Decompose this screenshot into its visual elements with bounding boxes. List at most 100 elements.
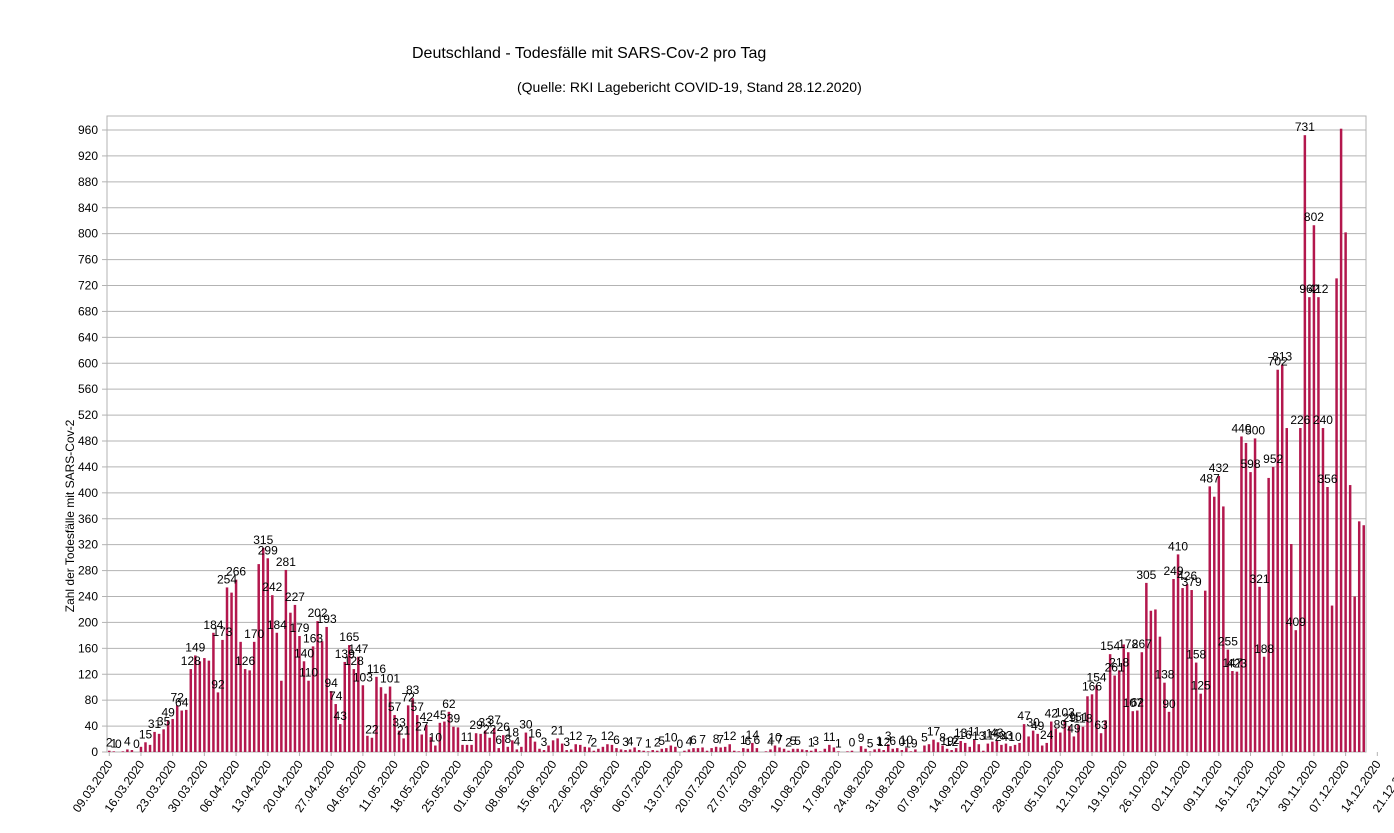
data-label: 103 (1055, 705, 1075, 719)
data-label: 2 (106, 736, 113, 750)
bar (873, 749, 876, 752)
bar (601, 746, 605, 752)
data-label: 1 (740, 733, 747, 747)
bar (338, 724, 342, 752)
bar (927, 744, 931, 752)
chart-title: Deutschland - Todesfälle mit SARS-Cov-2 … (412, 45, 767, 62)
data-label: 5 (867, 736, 874, 750)
data-label: 149 (185, 640, 205, 654)
bar (429, 737, 433, 752)
bar (311, 646, 315, 752)
data-label: 30 (519, 718, 533, 732)
data-label: 33 (478, 716, 492, 730)
data-label: 5 (921, 731, 928, 745)
data-label: 0 (898, 735, 905, 749)
bar (877, 748, 881, 752)
data-label: 281 (276, 555, 296, 569)
y-tick-label: 680 (78, 304, 98, 318)
bar (1357, 521, 1361, 752)
bar (669, 745, 673, 752)
data-label: 952 (1263, 452, 1283, 466)
bar (950, 750, 953, 752)
bar (782, 748, 786, 752)
data-label: 173 (212, 625, 232, 639)
bar (352, 669, 356, 752)
data-label: 94 (324, 676, 338, 690)
bar (547, 745, 550, 752)
data-label: 266 (226, 565, 246, 579)
bar (1267, 477, 1270, 752)
bar (683, 750, 686, 752)
bar (986, 743, 990, 752)
y-tick-label: 520 (78, 408, 98, 422)
bar (343, 661, 347, 752)
bar (1262, 656, 1266, 752)
bar (1194, 662, 1198, 752)
data-label: 6 (495, 733, 502, 747)
bar (963, 742, 967, 752)
bar (515, 749, 519, 752)
bar (153, 731, 156, 752)
bar (687, 749, 691, 752)
bar (465, 744, 469, 752)
data-label: 29 (469, 718, 483, 732)
y-tick-label: 400 (78, 486, 98, 500)
bar (520, 746, 523, 752)
bar (1154, 609, 1157, 752)
data-label: 10 (1008, 730, 1022, 744)
bar (370, 737, 374, 752)
data-label: 4 (124, 734, 131, 748)
bar (194, 655, 197, 752)
data-label: 57 (411, 700, 425, 714)
bar (1231, 671, 1234, 752)
data-label: 12 (569, 729, 583, 743)
bar (148, 744, 152, 752)
y-tick-label: 240 (78, 590, 98, 604)
bar (914, 749, 917, 752)
bar (954, 748, 958, 752)
bar (1190, 590, 1193, 752)
data-label: 1 (876, 734, 883, 748)
data-label: 5 (790, 734, 797, 748)
bar (411, 698, 414, 752)
data-label: 7 (636, 735, 643, 749)
bar (588, 747, 591, 752)
data-label: 267 (1132, 637, 1152, 651)
bar (968, 746, 971, 752)
bar (1339, 128, 1343, 752)
bar (1181, 588, 1184, 752)
data-label: 14 (746, 728, 760, 742)
bar (719, 747, 722, 752)
bar (284, 569, 288, 752)
bar (1280, 364, 1284, 752)
bar (624, 750, 627, 752)
data-label: 410 (1168, 539, 1188, 553)
bar (1104, 720, 1107, 752)
data-label: 7 (717, 732, 724, 746)
data-label: 487 (1200, 471, 1220, 485)
bar (261, 547, 265, 752)
y-tick-label: 800 (78, 227, 98, 241)
bar (656, 750, 659, 752)
bar (728, 744, 731, 752)
data-label: 170 (244, 627, 264, 641)
bar (982, 750, 985, 752)
bar (1294, 630, 1298, 752)
bar (723, 746, 727, 752)
data-label: 110 (299, 666, 318, 680)
bar (592, 750, 596, 752)
data-label: 242 (262, 580, 282, 594)
bar (334, 704, 337, 752)
bar (144, 742, 147, 752)
data-label: 379 (1182, 575, 1202, 589)
bar (1308, 297, 1311, 752)
data-label: 5 (658, 734, 665, 748)
bar (828, 744, 831, 752)
bar (823, 748, 827, 752)
bar (665, 748, 668, 752)
data-label: 240 (1313, 413, 1333, 427)
bar (203, 658, 206, 752)
bar (1362, 525, 1365, 752)
y-tick-label: 0 (91, 745, 98, 759)
data-label: 45 (433, 708, 447, 722)
